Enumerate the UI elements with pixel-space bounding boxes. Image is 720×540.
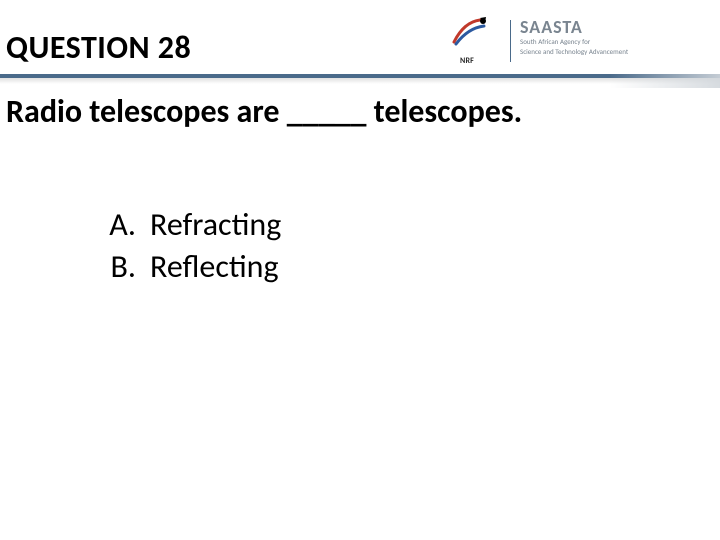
option-a: A. Refracting bbox=[98, 204, 281, 246]
logo-divider bbox=[510, 20, 511, 62]
nrf-logo: NRF bbox=[432, 16, 502, 66]
option-text: Refracting bbox=[150, 204, 281, 246]
question-number-title: QUESTION 28 bbox=[6, 28, 191, 67]
right-edge-fade bbox=[610, 74, 720, 88]
option-letter: A. bbox=[98, 204, 150, 246]
options-list: A. Refracting B. Reflecting bbox=[98, 204, 281, 287]
question-text: Radio telescopes are _____ telescopes. bbox=[6, 92, 522, 131]
option-letter: B. bbox=[98, 246, 150, 288]
title-row: QUESTION 28 NRF SAASTA South African Age… bbox=[0, 20, 720, 80]
nrf-logo-text: NRF bbox=[432, 56, 502, 66]
saasta-logo-text: SAASTA bbox=[520, 18, 690, 36]
option-text: Reflecting bbox=[150, 246, 279, 288]
option-b: B. Reflecting bbox=[98, 246, 281, 288]
saasta-logo: SAASTA South African Agency for Science … bbox=[520, 18, 690, 66]
saasta-tagline-1: South African Agency for bbox=[520, 38, 690, 46]
saasta-tagline-2: Science and Technology Advancement bbox=[520, 48, 690, 56]
slide: QUESTION 28 NRF SAASTA South African Age… bbox=[0, 0, 720, 540]
logo-block: NRF SAASTA South African Agency for Scie… bbox=[432, 14, 692, 70]
nrf-mark-icon bbox=[450, 16, 490, 46]
